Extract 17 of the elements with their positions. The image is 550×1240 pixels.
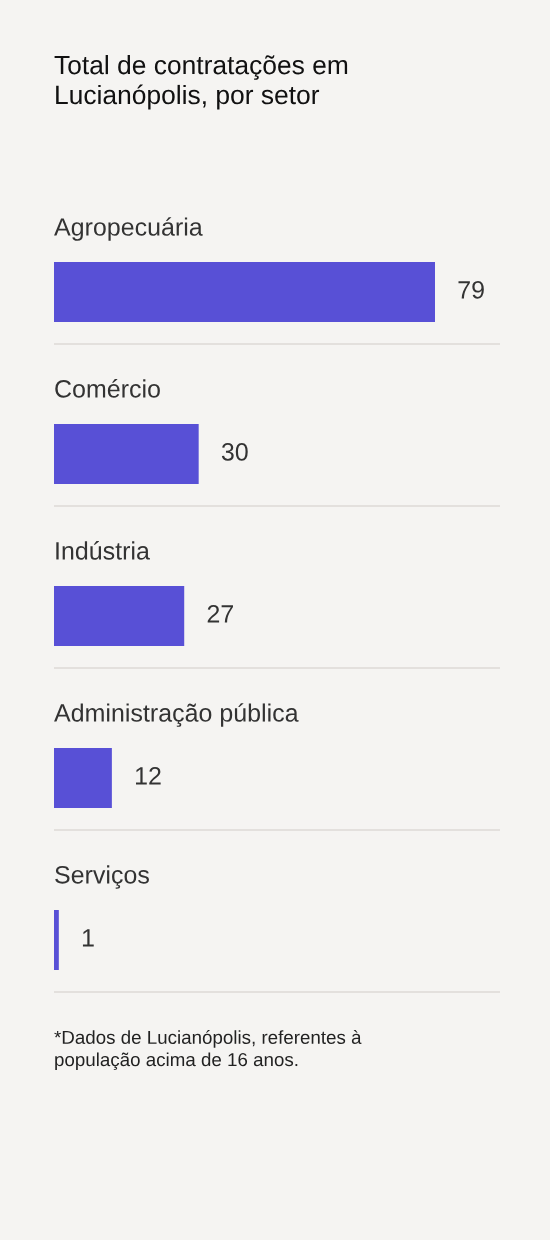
y-tick-label: Administração pública [54,703,299,727]
bar [54,586,185,646]
y-tick-label: Serviços [55,865,149,889]
bar [54,910,59,970]
data-label: 30 [221,443,248,461]
data-label: 79 [458,281,484,299]
bar [54,262,435,322]
y-tick-label: Indústria [56,541,150,560]
bar [54,424,199,484]
y-tick-label: Comércio [55,379,160,398]
text: *Dados de Lucianópolis, referentes à população acima de 16 anos. [54,1030,362,1071]
data-label: 27 [207,605,233,623]
y-tick-label: Agropecuária [54,217,203,241]
data-label: 12 [136,767,161,785]
chart-title: Total de contratações em Lucianópolis, por setor [54,55,348,110]
data-label: 1 [82,929,94,947]
bar [54,748,112,808]
